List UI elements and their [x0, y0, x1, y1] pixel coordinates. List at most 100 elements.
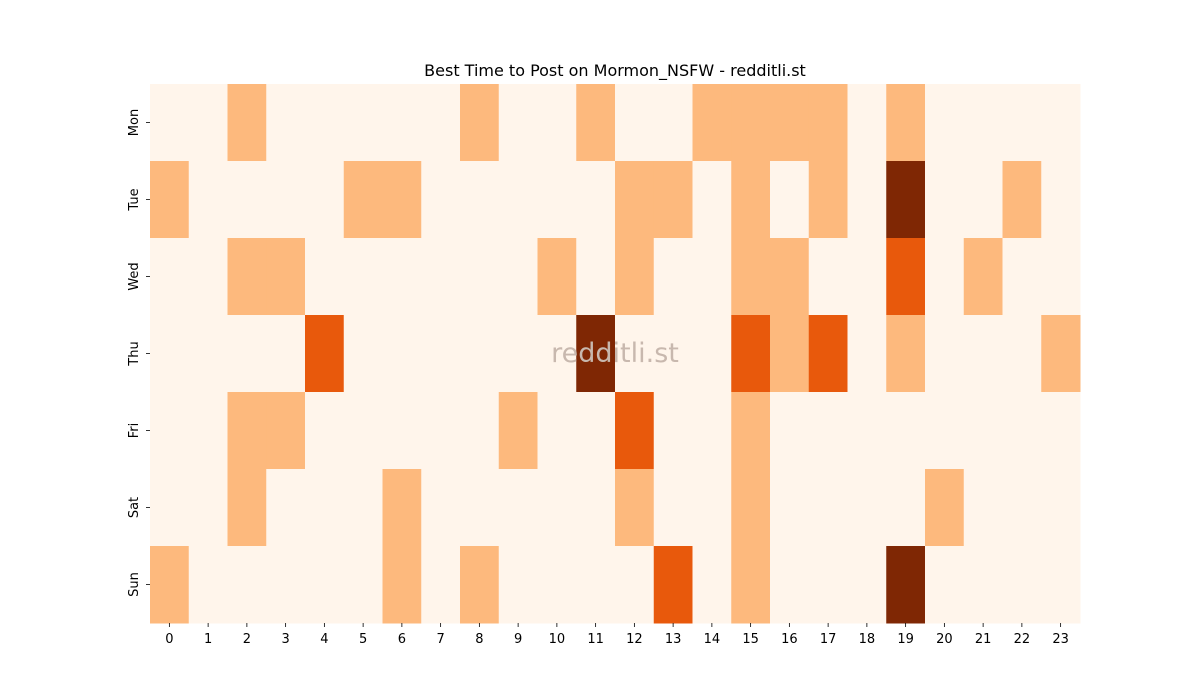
heatmap-cell-tue-21 [963, 161, 1003, 239]
heatmap-cell-tue-22 [1002, 161, 1042, 239]
heatmap-cell-tue-20 [925, 161, 965, 239]
heatmap-cell-wed-10 [537, 238, 577, 316]
heatmap-cell-mon-0 [150, 84, 190, 162]
heatmap-cell-thu-0 [150, 315, 190, 393]
x-tick-label: 15 [742, 632, 759, 647]
heatmap-cell-sat-21 [963, 469, 1003, 547]
heatmap-cell-sat-13 [653, 469, 693, 547]
heatmap-cell-tue-13 [653, 161, 693, 239]
heatmap-cell-mon-5 [343, 84, 383, 162]
heatmap-cell-thu-7 [421, 315, 461, 393]
heatmap-cell-fri-23 [1041, 392, 1081, 470]
heatmap-cell-wed-0 [150, 238, 190, 316]
heatmap-cell-sun-10 [537, 546, 577, 624]
chart-title: Best Time to Post on Mormon_NSFW - reddi… [424, 61, 806, 81]
heatmap-cell-sat-12 [615, 469, 655, 547]
heatmap-cell-sun-21 [963, 546, 1003, 624]
x-tick-label: 16 [781, 632, 798, 647]
heatmap-cell-wed-19 [886, 238, 926, 316]
heatmap-cell-fri-1 [188, 392, 228, 470]
heatmap-cell-fri-7 [421, 392, 461, 470]
heatmap-cell-thu-22 [1002, 315, 1042, 393]
heatmap-cell-sun-8 [460, 546, 500, 624]
heatmap-cell-sun-15 [731, 546, 771, 624]
x-tick-label: 12 [626, 632, 643, 647]
heatmap-cells [150, 84, 1081, 624]
heatmap-cell-sun-12 [615, 546, 655, 624]
heatmap-cell-tue-17 [808, 161, 848, 239]
x-tick-label: 20 [936, 632, 953, 647]
heatmap-cell-fri-6 [382, 392, 422, 470]
heatmap-cell-mon-18 [847, 84, 887, 162]
heatmap-cell-fri-5 [343, 392, 383, 470]
heatmap-cell-sat-16 [770, 469, 810, 547]
heatmap-cell-fri-4 [305, 392, 345, 470]
heatmap-cell-sat-18 [847, 469, 887, 547]
heatmap-cell-wed-15 [731, 238, 771, 316]
heatmap-cell-wed-8 [460, 238, 500, 316]
heatmap-cell-sun-6 [382, 546, 422, 624]
heatmap-cell-mon-7 [421, 84, 461, 162]
y-tick-label: Thu [127, 341, 142, 366]
heatmap-cell-sat-17 [808, 469, 848, 547]
heatmap-cell-thu-16 [770, 315, 810, 393]
heatmap-cell-fri-0 [150, 392, 190, 470]
heatmap-cell-sun-23 [1041, 546, 1081, 624]
heatmap-cell-sat-23 [1041, 469, 1081, 547]
heatmap-cell-mon-21 [963, 84, 1003, 162]
heatmap-cell-sun-14 [692, 546, 732, 624]
heatmap-cell-sat-1 [188, 469, 228, 547]
heatmap-cell-thu-21 [963, 315, 1003, 393]
heatmap-cell-fri-13 [653, 392, 693, 470]
heatmap-cell-thu-23 [1041, 315, 1081, 393]
heatmap-cell-sat-20 [925, 469, 965, 547]
heatmap-cell-mon-1 [188, 84, 228, 162]
heatmap-cell-sun-2 [227, 546, 267, 624]
heatmap-cell-mon-3 [266, 84, 306, 162]
x-tick-label: 18 [859, 632, 876, 647]
heatmap-cell-thu-13 [653, 315, 693, 393]
heatmap-cell-sun-9 [498, 546, 538, 624]
heatmap-cell-mon-10 [537, 84, 577, 162]
heatmap-cell-sun-1 [188, 546, 228, 624]
heatmap-cell-sun-11 [576, 546, 616, 624]
heatmap-cell-thu-17 [808, 315, 848, 393]
heatmap-cell-sat-8 [460, 469, 500, 547]
heatmap-cell-sat-14 [692, 469, 732, 547]
heatmap-cell-tue-1 [188, 161, 228, 239]
watermark: redditli.st [551, 338, 679, 369]
x-tick-label: 10 [549, 632, 566, 647]
heatmap-cell-tue-7 [421, 161, 461, 239]
y-tick-label: Mon [127, 109, 142, 136]
x-tick-label: 11 [587, 632, 604, 647]
heatmap-cell-thu-4 [305, 315, 345, 393]
heatmap-cell-sat-6 [382, 469, 422, 547]
heatmap-cell-wed-18 [847, 238, 887, 316]
x-tick-label: 6 [398, 632, 406, 647]
heatmap-cell-wed-22 [1002, 238, 1042, 316]
heatmap-cell-tue-0 [150, 161, 190, 239]
heatmap-cell-thu-10 [537, 315, 577, 393]
heatmap-cell-wed-1 [188, 238, 228, 316]
heatmap-cell-wed-21 [963, 238, 1003, 316]
heatmap-cell-wed-9 [498, 238, 538, 316]
heatmap-cell-tue-15 [731, 161, 771, 239]
heatmap-cell-tue-6 [382, 161, 422, 239]
heatmap-cell-sun-7 [421, 546, 461, 624]
x-tick-label: 3 [281, 632, 289, 647]
heatmap-cell-mon-11 [576, 84, 616, 162]
heatmap-cell-mon-8 [460, 84, 500, 162]
x-tick-label: 1 [204, 632, 212, 647]
heatmap-cell-sat-4 [305, 469, 345, 547]
heatmap-cell-sat-11 [576, 469, 616, 547]
heatmap-cell-sun-13 [653, 546, 693, 624]
x-tick-label: 9 [514, 632, 522, 647]
heatmap-cell-sun-3 [266, 546, 306, 624]
heatmap-cell-wed-12 [615, 238, 655, 316]
heatmap-cell-fri-11 [576, 392, 616, 470]
heatmap-cell-fri-21 [963, 392, 1003, 470]
heatmap-cell-mon-4 [305, 84, 345, 162]
heatmap-cell-sun-5 [343, 546, 383, 624]
heatmap-cell-sun-22 [1002, 546, 1042, 624]
